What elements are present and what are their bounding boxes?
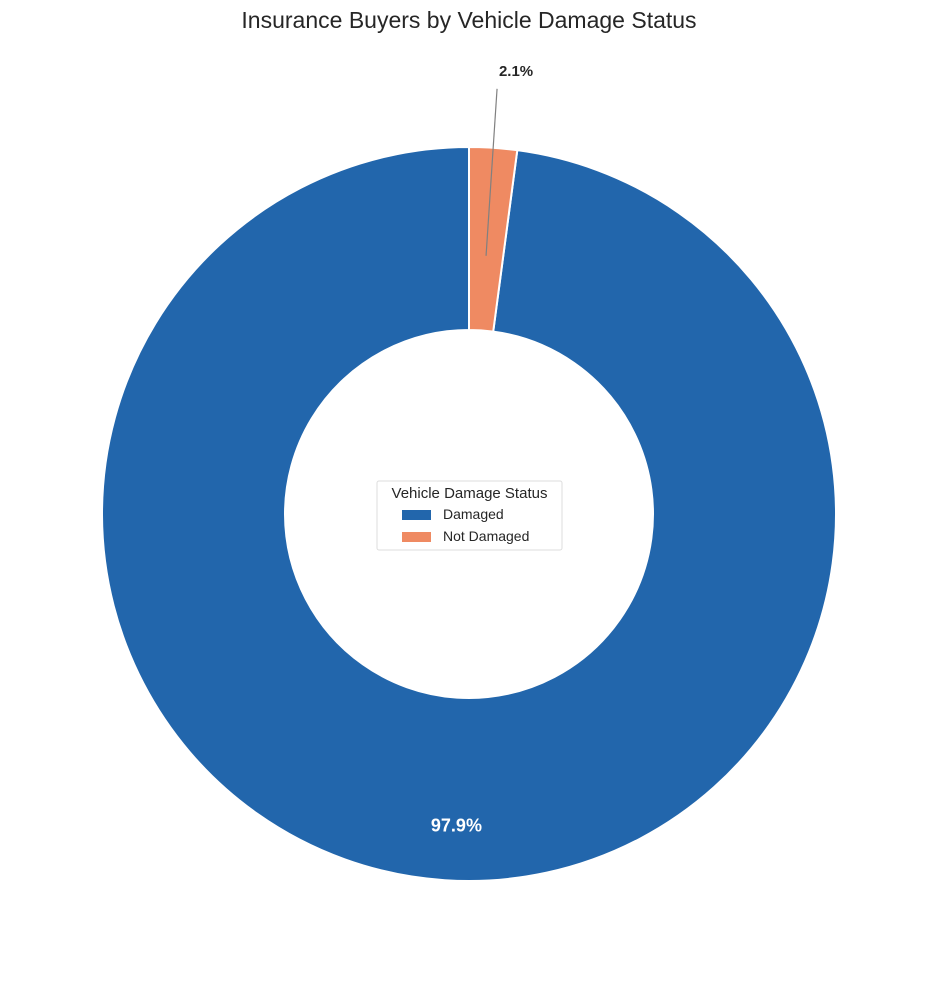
legend: Vehicle Damage Status Damaged Not Damaged (376, 480, 563, 551)
legend-title: Vehicle Damage Status (392, 485, 548, 502)
legend-swatch-not-damaged (402, 532, 431, 542)
slice-label-damaged: 97.9% (431, 815, 482, 835)
slice-damaged (101, 145, 837, 882)
slice-labels: 97.9% 2.1% (431, 63, 533, 835)
legend-label-not-damaged: Not Damaged (443, 528, 529, 544)
legend-swatch-damaged (402, 510, 431, 520)
slice-not-damaged (468, 145, 519, 333)
slice-label-not-damaged: 2.1% (499, 63, 533, 80)
legend-items: Damaged Not Damaged (402, 506, 529, 544)
legend-label-damaged: Damaged (443, 506, 504, 522)
chart-title: Insurance Buyers by Vehicle Damage Statu… (241, 7, 696, 33)
donut-slices (101, 145, 837, 882)
slice-label-leader-line (485, 88, 498, 256)
